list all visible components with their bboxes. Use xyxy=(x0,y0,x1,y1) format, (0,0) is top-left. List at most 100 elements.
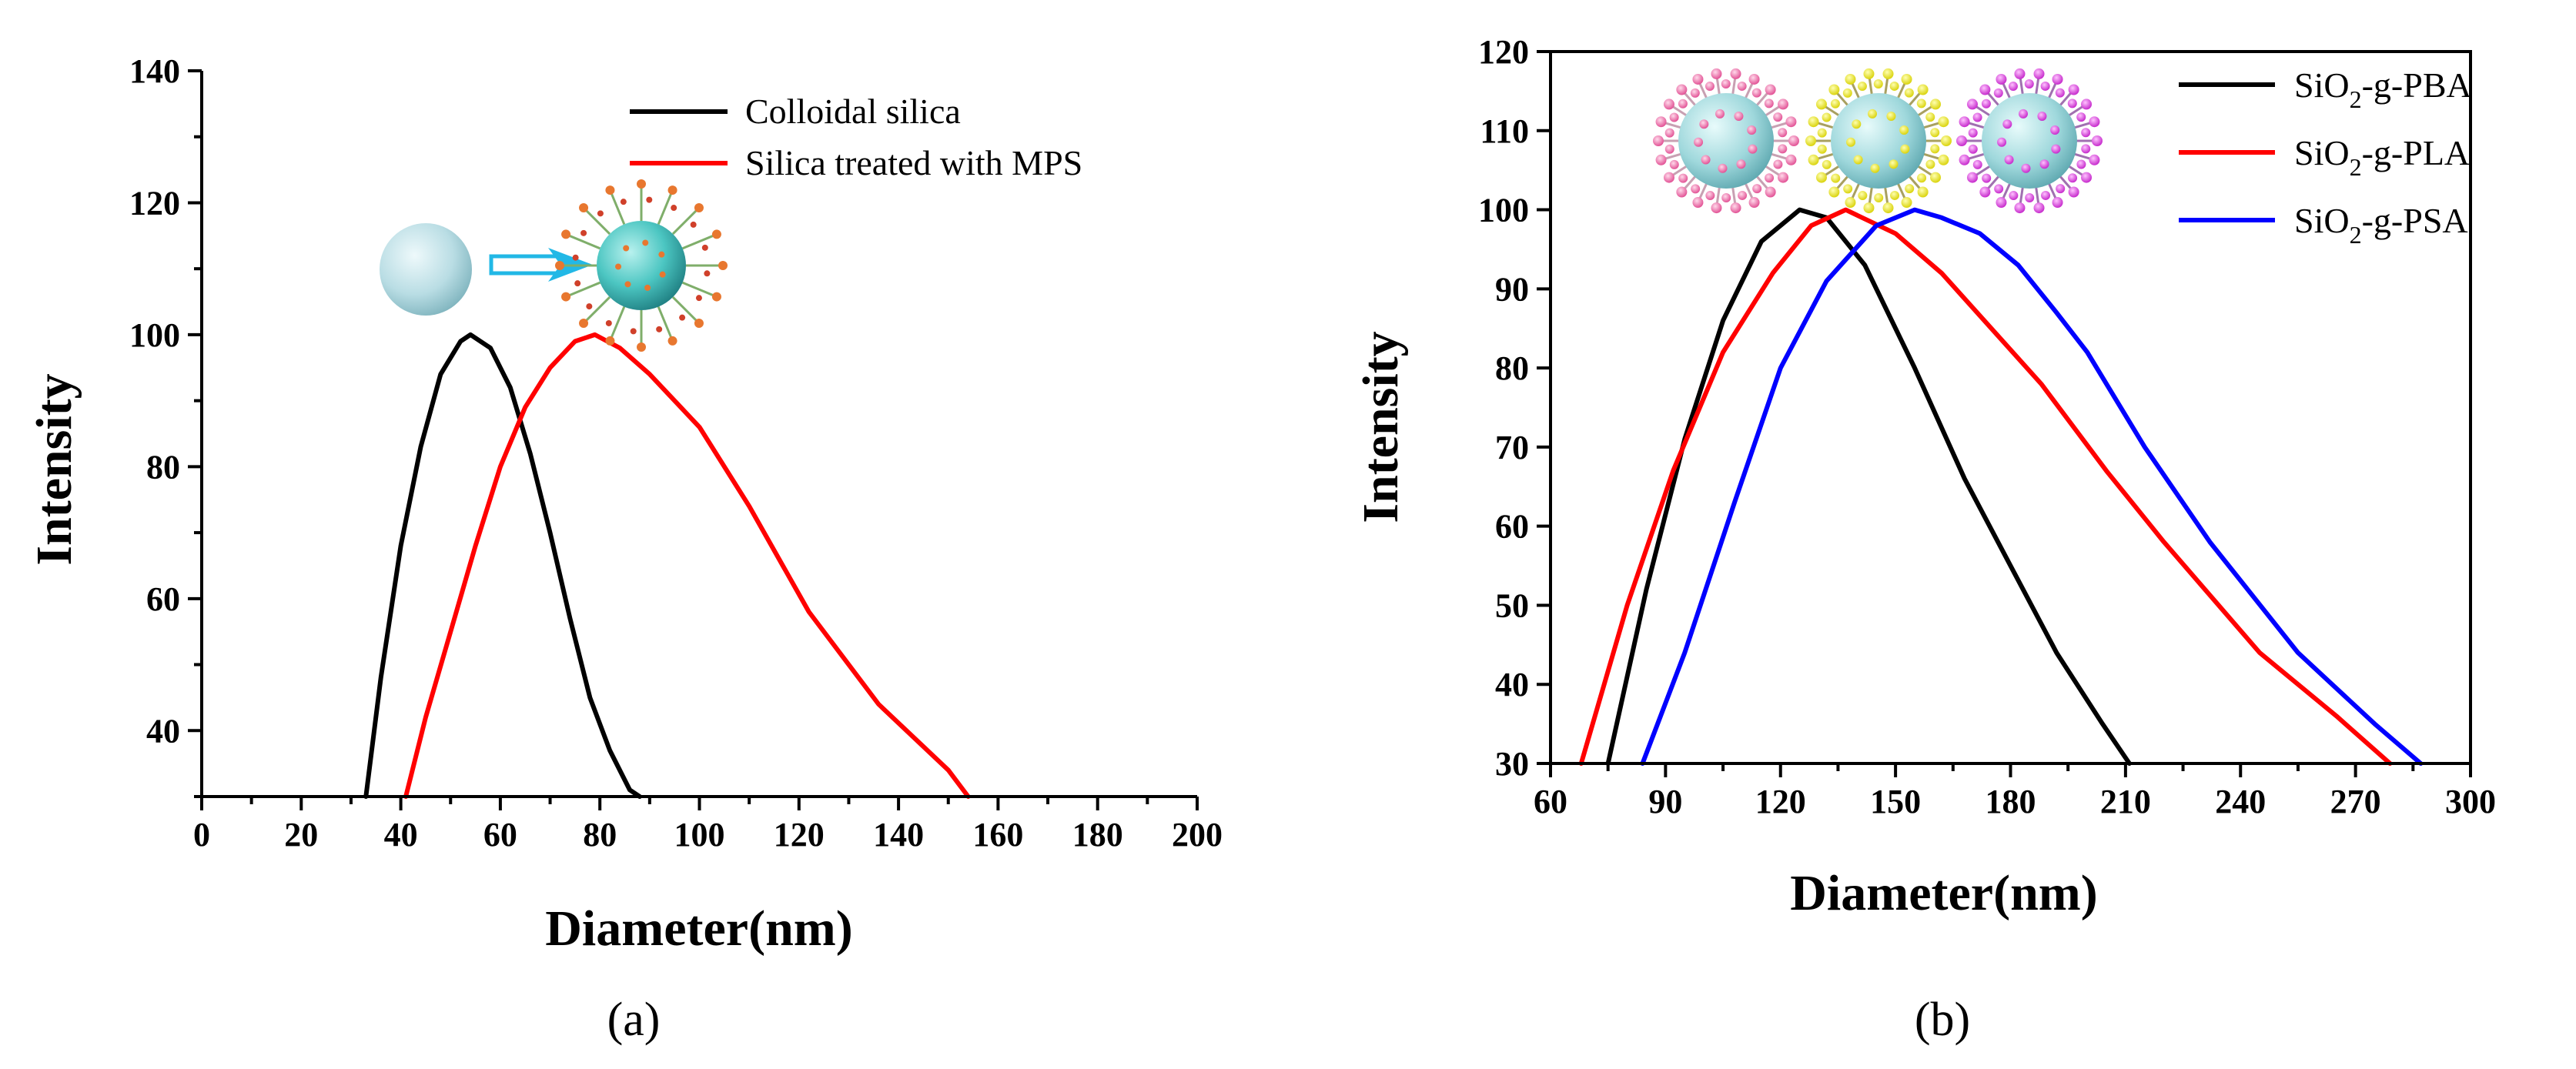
pla-grafted-particle-icon xyxy=(1805,68,1952,214)
polymer-bead xyxy=(1692,73,1704,85)
legend-psa-sub: 2 xyxy=(2350,221,2362,249)
polymer-bead xyxy=(1778,144,1788,154)
x-tick-label: 240 xyxy=(2215,783,2266,820)
polymer-bead xyxy=(1968,144,1978,154)
polymer-bead xyxy=(1917,186,1929,198)
polymer-bead xyxy=(2040,81,2050,91)
polymer-bead xyxy=(1828,186,1840,198)
mps-end-group xyxy=(605,336,615,346)
polymer-bead xyxy=(1676,186,1688,198)
surface-bead xyxy=(2051,144,2061,154)
polymer-bead xyxy=(1805,135,1816,146)
legend-label-colloidal-silica: Colloidal silica xyxy=(745,92,961,131)
polymer-bead xyxy=(1669,159,1679,169)
polymer-bead xyxy=(1901,73,1912,85)
mps-core xyxy=(597,221,686,310)
y-axis-title-a: Intensity xyxy=(26,373,82,565)
silica-illustration xyxy=(380,179,728,352)
polymer-bead xyxy=(2055,88,2065,98)
surface-bead xyxy=(2002,119,2012,129)
mps-chain xyxy=(671,296,701,325)
surface-bead xyxy=(1853,155,1863,165)
mps-surface-dot xyxy=(623,245,630,252)
polymer-bead xyxy=(2052,73,2063,85)
x-tick-label: 270 xyxy=(2330,783,2381,820)
polymer-bead xyxy=(1692,197,1704,209)
polymer-bead xyxy=(1904,88,1914,98)
mps-chain xyxy=(671,206,701,236)
mps-surface-dot xyxy=(644,284,651,291)
polymer-bead xyxy=(1972,159,1982,169)
polymer-bead xyxy=(2067,99,2077,109)
mps-mid-group xyxy=(586,303,593,310)
series-line-b-1 xyxy=(1578,207,2393,766)
polymer-bead xyxy=(1916,99,1926,109)
polymer-bead xyxy=(1751,88,1761,98)
mps-mid-group xyxy=(704,270,711,277)
polymer-bead xyxy=(1930,99,1942,110)
polymer-bead xyxy=(1889,81,1899,91)
surface-bead xyxy=(1846,137,1856,147)
x-tick-label: 210 xyxy=(2100,783,2151,820)
y-tick-label: 90 xyxy=(1495,270,1529,308)
legend-label-pla: SiO2-g-PLA xyxy=(2294,133,2470,181)
polymer-bead xyxy=(1691,184,1701,194)
polymer-bead xyxy=(1972,112,1982,122)
series-line-b-0 xyxy=(1605,207,2132,766)
polymer-bead xyxy=(1901,197,1912,209)
polymer-bead xyxy=(2008,82,2018,92)
polymer-bead xyxy=(1773,112,1783,122)
x-tick-label: 100 xyxy=(674,816,725,854)
legend-pla-base: SiO xyxy=(2294,133,2350,172)
mps-surface-dot xyxy=(642,239,649,246)
mps-chain xyxy=(682,281,718,298)
y-tick-label: 30 xyxy=(1495,745,1529,783)
polymer-bead xyxy=(1873,79,1883,89)
surface-bead xyxy=(1886,111,1896,121)
polymer-bead xyxy=(1905,184,1915,194)
polymer-bead xyxy=(1959,154,1970,165)
polymer-bead xyxy=(1959,116,1970,128)
polymer-bead xyxy=(1778,128,1788,138)
x-ticks-a: 0 20 40 60 80 100 120 140 160 180 200 xyxy=(193,797,1223,854)
polymer-bead xyxy=(2052,197,2063,209)
polymer-bead xyxy=(1664,128,1674,138)
panel-label-a: (a) xyxy=(607,994,661,1046)
polymer-bead xyxy=(1748,73,1760,85)
mps-end-group xyxy=(694,318,704,328)
x-tick-label: 120 xyxy=(1755,783,1806,820)
mps-end-group xyxy=(561,292,571,302)
polymer-bead xyxy=(1831,173,1841,183)
polymer-bead xyxy=(1993,88,2003,98)
surface-bead xyxy=(1852,119,1862,129)
polymer-bead xyxy=(1979,84,1991,95)
mps-mid-group xyxy=(679,314,686,321)
polymer-bead xyxy=(1815,99,1827,110)
x-tick-label: 60 xyxy=(1534,783,1567,820)
polymer-bead xyxy=(1938,154,1949,165)
polymer-bead xyxy=(1669,112,1679,122)
polymer-bead xyxy=(1858,191,1868,201)
surface-bead xyxy=(1997,137,2007,147)
polymer-bead xyxy=(1882,202,1894,214)
x-tick-label: 40 xyxy=(384,816,418,854)
surface-bead xyxy=(1747,125,1757,135)
mps-end-group xyxy=(555,261,564,270)
polymer-bead xyxy=(1721,192,1731,202)
series-line-b-2 xyxy=(1640,207,2424,766)
polymer-bead xyxy=(1843,184,1853,194)
mps-end-group xyxy=(694,203,704,213)
surface-bead xyxy=(2039,159,2049,169)
polymer-bead xyxy=(1857,82,1867,92)
series-layer-a xyxy=(363,332,971,799)
y-tick-label: 60 xyxy=(1495,508,1529,546)
polymer-bead xyxy=(1778,99,1789,110)
y-tick-label: 70 xyxy=(1495,429,1529,466)
mps-end-group xyxy=(579,318,589,328)
x-axis-title-b: Diameter(nm) xyxy=(1790,865,2097,921)
polymer-bead xyxy=(1752,184,1762,194)
polymer-bead xyxy=(1917,173,1927,183)
y-tick-label: 80 xyxy=(1495,349,1529,387)
mps-chain xyxy=(582,206,611,236)
y-tick-label: 120 xyxy=(129,184,180,222)
